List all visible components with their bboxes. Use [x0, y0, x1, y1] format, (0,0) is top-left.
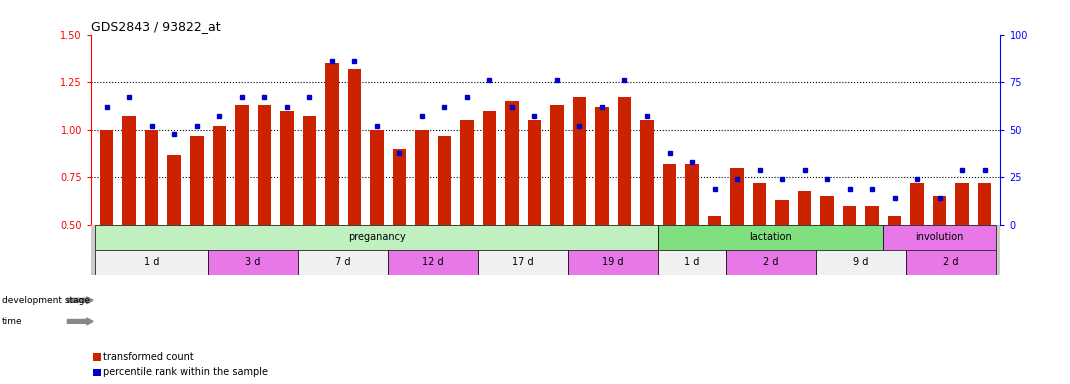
Bar [478, 250, 568, 275]
Bar [213, 126, 226, 225]
Text: preganancy: preganancy [348, 232, 406, 242]
Text: 17 d: 17 d [513, 257, 534, 267]
Bar [95, 225, 658, 250]
Bar [595, 107, 609, 225]
Bar [884, 225, 996, 250]
Text: 9 d: 9 d [853, 257, 869, 267]
Bar [568, 250, 658, 275]
Bar [303, 116, 316, 225]
Bar [776, 200, 789, 225]
Text: 19 d: 19 d [602, 257, 624, 267]
Text: involution: involution [916, 232, 964, 242]
Bar [348, 69, 361, 225]
Text: 1 d: 1 d [144, 257, 159, 267]
Bar [798, 191, 811, 225]
Bar [658, 250, 725, 275]
Bar [280, 111, 293, 225]
Bar [144, 130, 158, 225]
Bar [100, 130, 113, 225]
Text: 12 d: 12 d [423, 257, 444, 267]
Bar [505, 101, 519, 225]
Bar [95, 250, 208, 275]
Text: time: time [2, 317, 22, 326]
Bar [258, 105, 271, 225]
Bar [866, 206, 878, 225]
Bar [550, 105, 564, 225]
Bar [460, 120, 474, 225]
Bar [370, 130, 384, 225]
Bar [393, 149, 407, 225]
Bar [168, 155, 181, 225]
Bar [208, 250, 299, 275]
Bar [658, 225, 884, 250]
Text: 7 d: 7 d [335, 257, 351, 267]
Bar [662, 164, 676, 225]
Bar [725, 250, 815, 275]
Bar [685, 164, 699, 225]
Bar [911, 183, 923, 225]
Bar [483, 111, 496, 225]
Bar [299, 250, 388, 275]
Bar [821, 197, 834, 225]
Text: percentile rank within the sample: percentile rank within the sample [103, 367, 268, 377]
Bar [731, 168, 744, 225]
Bar [640, 120, 654, 225]
Bar [617, 98, 631, 225]
Text: lactation: lactation [749, 232, 792, 242]
Text: 1 d: 1 d [685, 257, 700, 267]
Bar [325, 63, 338, 225]
Bar [122, 116, 136, 225]
Bar [933, 197, 947, 225]
Bar [978, 183, 992, 225]
Bar [388, 250, 478, 275]
Bar [190, 136, 203, 225]
Text: 2 d: 2 d [943, 257, 959, 267]
Bar [956, 183, 969, 225]
Bar [415, 130, 429, 225]
Text: development stage: development stage [2, 296, 90, 305]
Bar [843, 206, 856, 225]
Bar [753, 183, 766, 225]
Bar [528, 120, 541, 225]
Bar [707, 215, 721, 225]
Bar [438, 136, 452, 225]
Bar [906, 250, 996, 275]
Text: 3 d: 3 d [245, 257, 261, 267]
Bar [572, 98, 586, 225]
Text: transformed count: transformed count [103, 352, 194, 362]
Bar [888, 215, 901, 225]
Text: GDS2843 / 93822_at: GDS2843 / 93822_at [91, 20, 220, 33]
Bar [235, 105, 248, 225]
Bar [815, 250, 906, 275]
Text: 2 d: 2 d [763, 257, 779, 267]
